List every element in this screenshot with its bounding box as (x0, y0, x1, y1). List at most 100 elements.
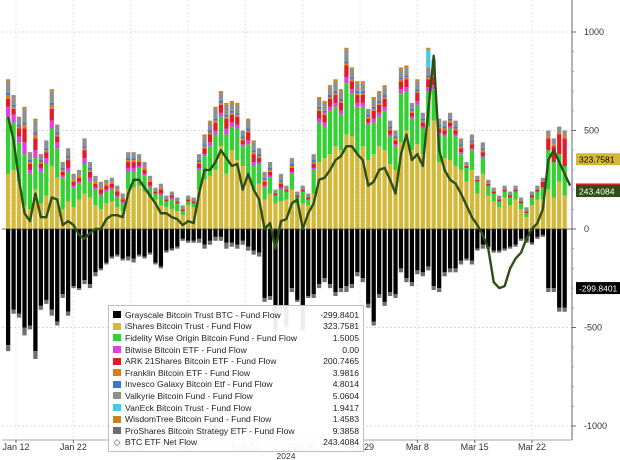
bar-segment (191, 201, 196, 204)
bar-segment (213, 134, 218, 170)
bar-segment (246, 118, 251, 121)
bar-segment (377, 294, 382, 298)
bar-segment (126, 189, 131, 229)
bar-segment (27, 173, 33, 210)
bar-segment (16, 128, 22, 137)
bar-segment (518, 203, 524, 210)
legend-swatch (113, 380, 121, 388)
bar-segment (147, 252, 153, 255)
bar-segment (415, 89, 420, 92)
bar-segment (82, 150, 87, 159)
bar-segment (251, 165, 256, 190)
net-flow-line (6, 54, 572, 290)
bar-segment (273, 229, 278, 330)
bar-segment (207, 130, 213, 133)
bar-segment (311, 229, 316, 295)
bar-segment (213, 122, 218, 131)
bar-segment (207, 120, 213, 123)
bar-segment (502, 189, 507, 192)
bar-segment (546, 189, 551, 229)
bar-segment (240, 229, 245, 241)
bar-segment (360, 106, 365, 147)
bar-segment (278, 173, 284, 180)
bar-segment (262, 171, 267, 178)
bar-segment (196, 189, 202, 229)
legend-item: Invesco Galaxy Bitcoin Etf - Fund Flow 4.… (113, 379, 359, 391)
bar-segment (322, 100, 327, 103)
bar-segment (338, 229, 344, 289)
legend-swatch (113, 392, 121, 400)
bar-segment (55, 321, 60, 326)
y-tick-label: -1000 (584, 421, 607, 431)
bar-segment (235, 102, 240, 105)
bar-segment (502, 229, 507, 249)
bar-segment (207, 122, 213, 131)
bar-segment (415, 229, 420, 271)
bar-segment (529, 195, 535, 198)
bar-segment (442, 134, 447, 137)
bar-segment (551, 229, 556, 289)
bar-segment (60, 167, 65, 170)
bar-segment (82, 229, 87, 281)
bar-segment (491, 187, 496, 192)
bar-segment (420, 126, 425, 129)
x-tick-label: Mar 22 (518, 442, 546, 452)
bar-segment (437, 162, 442, 229)
bar-segment (322, 114, 327, 123)
bar-segment (191, 229, 196, 241)
bar-segment (224, 128, 229, 135)
bar-segment (518, 209, 524, 229)
bar-segment (49, 102, 54, 105)
bar-segment (366, 114, 371, 117)
bar-segment (76, 169, 82, 176)
bar-segment (295, 195, 300, 198)
bar-segment (6, 229, 11, 346)
bar-segment (284, 199, 289, 229)
bar-segment (557, 134, 562, 155)
bar-segment (44, 195, 49, 229)
bar-segment (338, 91, 344, 99)
bar-segment (486, 185, 491, 196)
bar-segment (387, 128, 393, 131)
bar-segment (120, 197, 125, 200)
legend-series-value: 323.7581 (323, 321, 359, 332)
bar-segment (360, 91, 365, 94)
value-tag-text: 243.4084 (579, 187, 615, 197)
bar-segment (213, 236, 218, 241)
bar-segment (16, 229, 22, 314)
bar-segment (164, 201, 169, 208)
bar-segment (267, 295, 273, 300)
bar-segment (33, 229, 38, 352)
bar-segment (415, 144, 420, 229)
bar-segment (404, 229, 409, 279)
bar-segment (131, 167, 136, 172)
bar-segment (246, 179, 251, 229)
bar-segment (115, 189, 120, 192)
bar-segment (256, 154, 262, 157)
bar-segment (93, 181, 98, 184)
bar-segment (513, 244, 518, 247)
bar-segment (49, 91, 54, 103)
bar-segment (333, 81, 338, 92)
bar-segment (311, 167, 316, 170)
bar-segment (142, 191, 147, 229)
bar-segment (6, 81, 11, 94)
bar-segment (11, 169, 16, 229)
bar-segment (453, 130, 458, 135)
bar-segment (382, 95, 387, 98)
bar-segment (338, 89, 344, 92)
bar-segment (33, 132, 38, 135)
bar-segment (360, 81, 365, 84)
bar-segment (458, 152, 464, 155)
bar-segment (497, 195, 502, 200)
bar-segment (458, 138, 464, 145)
bar-segment (355, 106, 360, 155)
bar-segment (229, 112, 234, 115)
bar-segment (480, 142, 485, 149)
bar-segment (142, 169, 147, 174)
bar-segment (6, 106, 11, 117)
bar-segment (480, 244, 485, 249)
bar-segment (16, 124, 22, 127)
bar-segment (87, 181, 93, 198)
bar-segment (22, 154, 27, 206)
